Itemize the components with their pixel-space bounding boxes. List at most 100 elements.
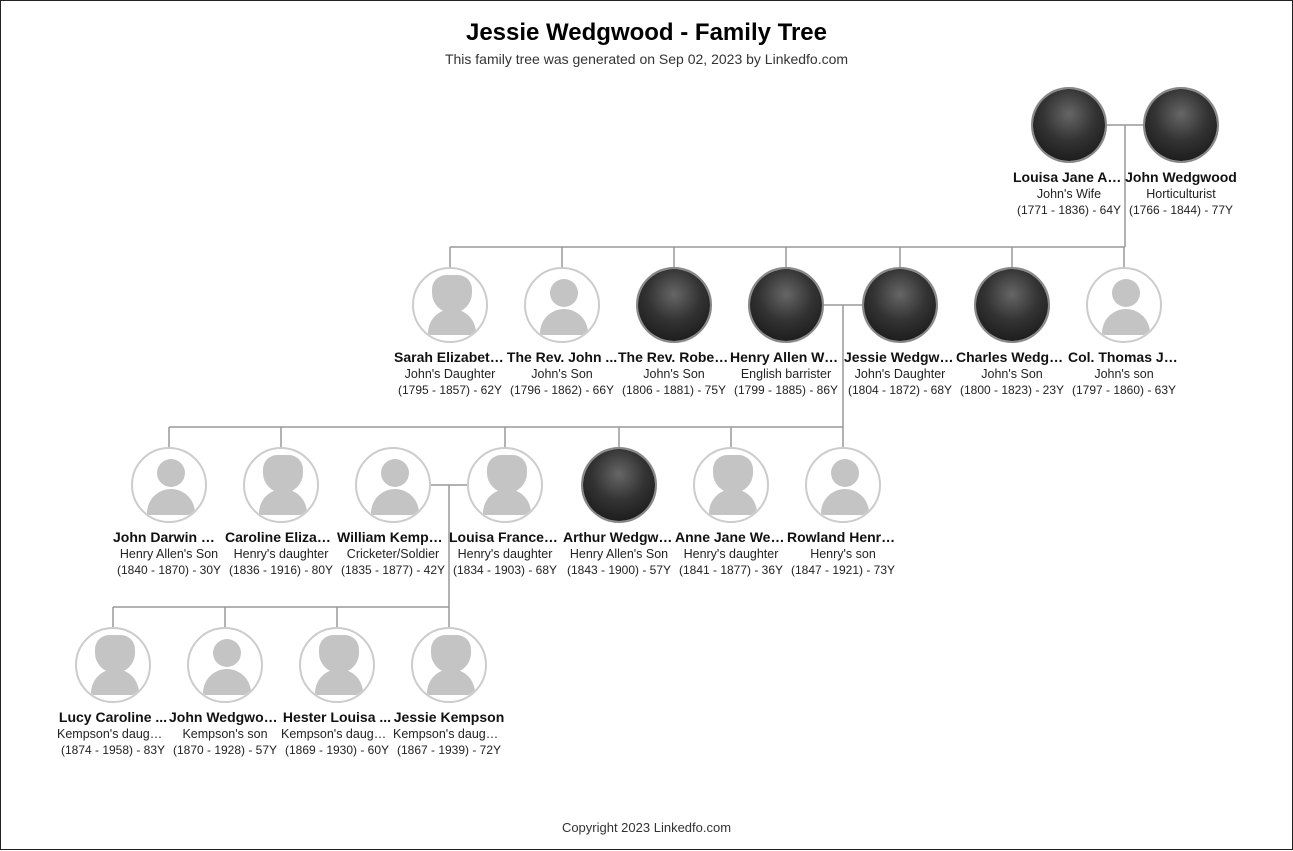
person-sarah_elizabeth[interactable]: Sarah Elizabeth ...John's Daughter(1795 … bbox=[394, 267, 506, 397]
person-years: (1806 - 1881) - 75Y bbox=[618, 383, 730, 397]
portrait-photo bbox=[974, 267, 1050, 343]
avatar-silhouette-icon bbox=[411, 627, 487, 703]
person-years: (1841 - 1877) - 36Y bbox=[675, 563, 787, 577]
person-role: John's Son bbox=[618, 367, 730, 381]
person-role: Henry Allen's Son bbox=[113, 547, 225, 561]
person-lucy_caroline[interactable]: Lucy Caroline ... Kempson's daughter (1874… bbox=[57, 627, 169, 757]
person-years: (1840 - 1870) - 30Y bbox=[113, 563, 225, 577]
person-name: Lucy Caroline ... bbox=[57, 709, 169, 725]
person-years: (1797 - 1860) - 63Y bbox=[1068, 383, 1180, 397]
person-role: John's Son bbox=[506, 367, 618, 381]
avatar-silhouette-icon bbox=[805, 447, 881, 523]
person-role: English barrister bbox=[730, 367, 842, 381]
person-col_thomas[interactable]: Col. Thomas Jo ... John's son (1797 - 1860… bbox=[1068, 267, 1180, 397]
person-role: Kempson's daughter bbox=[281, 727, 393, 741]
person-role: John's Son bbox=[956, 367, 1068, 381]
person-name: Jessie Kempson bbox=[393, 709, 505, 725]
person-jessie_wedgwood[interactable]: Jessie Wedgwood John's Daughter (1804 - 18… bbox=[844, 267, 956, 397]
person-role: Henry's daughter bbox=[449, 547, 561, 561]
family-tree-page: Jessie Wedgwood - Family Tree This famil… bbox=[0, 0, 1293, 850]
person-henry_allen[interactable]: Henry Allen We ... English barrister (1799… bbox=[730, 267, 842, 397]
person-hester_louisa[interactable]: Hester Louisa ... Kempson's daughter (1869… bbox=[281, 627, 393, 757]
person-rev_robert[interactable]: The Rev. Rober ... John's Son (1806 - 1881… bbox=[618, 267, 730, 397]
person-caroline_elizab[interactable]: Caroline Elizab ... Henry's daughter (1836… bbox=[225, 447, 337, 577]
person-years: (1795 - 1857) - 62Y bbox=[394, 383, 506, 397]
person-rowland_henry[interactable]: Rowland Henry ... Henry's son (1847 - 1921… bbox=[787, 447, 899, 577]
person-name: Arthur Wedgwood bbox=[563, 529, 675, 545]
person-role: Kempson's son bbox=[169, 727, 281, 741]
person-years: (1867 - 1939) - 72Y bbox=[393, 743, 505, 757]
person-role: John's Daughter bbox=[394, 367, 506, 381]
portrait-photo bbox=[862, 267, 938, 343]
person-john_wedgwoo[interactable]: John Wedgwoo ... Kempson's son (1870 - 192… bbox=[169, 627, 281, 757]
person-name: Anne Jane Wed ... bbox=[675, 529, 787, 545]
avatar-silhouette-icon bbox=[187, 627, 263, 703]
avatar-silhouette-icon bbox=[1086, 267, 1162, 343]
person-name: Louisa Jane Allen bbox=[1013, 169, 1125, 185]
person-years: (1835 - 1877) - 42Y bbox=[337, 563, 449, 577]
person-years: (1847 - 1921) - 73Y bbox=[787, 563, 899, 577]
person-years: (1799 - 1885) - 86Y bbox=[730, 383, 842, 397]
avatar-silhouette-icon bbox=[243, 447, 319, 523]
portrait-photo bbox=[1031, 87, 1107, 163]
person-name: Caroline Elizab ... bbox=[225, 529, 337, 545]
person-charles_wedgwood[interactable]: Charles Wedgwood John's Son (1800 - 1823) … bbox=[956, 267, 1068, 397]
person-role: John's Daughter bbox=[844, 367, 956, 381]
avatar-silhouette-icon bbox=[131, 447, 207, 523]
avatar-silhouette-icon bbox=[412, 267, 488, 343]
person-arthur_wedgwood[interactable]: Arthur Wedgwood Henry Allen's Son (1843 - … bbox=[563, 447, 675, 577]
page-title: Jessie Wedgwood - Family Tree bbox=[1, 19, 1292, 47]
person-name: The Rev. Rober ... bbox=[618, 349, 730, 365]
avatar-silhouette-icon bbox=[75, 627, 151, 703]
person-name: John Wedgwoo ... bbox=[169, 709, 281, 725]
avatar-silhouette-icon bbox=[467, 447, 543, 523]
person-name: John Wedgwood bbox=[1125, 169, 1237, 185]
avatar-silhouette-icon bbox=[355, 447, 431, 523]
person-name: John Darwin W ... bbox=[113, 529, 225, 545]
copyright: Copyright 2023 Linkedfo.com bbox=[1, 820, 1292, 835]
person-name: Hester Louisa ... bbox=[281, 709, 393, 725]
person-name: Henry Allen We ... bbox=[730, 349, 842, 365]
person-years: (1843 - 1900) - 57Y bbox=[563, 563, 675, 577]
person-name: The Rev. John ... bbox=[506, 349, 618, 365]
person-louisa_frances[interactable]: Louisa Frances ... Henry's daughter (1834 … bbox=[449, 447, 561, 577]
person-years: (1804 - 1872) - 68Y bbox=[844, 383, 956, 397]
avatar-silhouette-icon bbox=[524, 267, 600, 343]
person-john_wedgwood[interactable]: John WedgwoodHorticulturist(1766 - 1844)… bbox=[1125, 87, 1237, 217]
person-years: (1869 - 1930) - 60Y bbox=[281, 743, 393, 757]
portrait-photo bbox=[636, 267, 712, 343]
person-john_darwin[interactable]: John Darwin W ... Henry Allen's Son (1840 … bbox=[113, 447, 225, 577]
person-years: (1771 - 1836) - 64Y bbox=[1013, 203, 1125, 217]
person-years: (1836 - 1916) - 80Y bbox=[225, 563, 337, 577]
person-years: (1834 - 1903) - 68Y bbox=[449, 563, 561, 577]
person-role: Henry's daughter bbox=[675, 547, 787, 561]
person-role: John's Wife bbox=[1013, 187, 1125, 201]
portrait-photo bbox=[581, 447, 657, 523]
person-william_kempson[interactable]: William KempsonCricketer/Soldier(1835 - … bbox=[337, 447, 449, 577]
person-role: Henry Allen's Son bbox=[563, 547, 675, 561]
person-role: John's son bbox=[1068, 367, 1180, 381]
person-rev_john[interactable]: The Rev. John ... John's Son (1796 - 1862)… bbox=[506, 267, 618, 397]
person-role: Cricketer/Soldier bbox=[337, 547, 449, 561]
avatar-silhouette-icon bbox=[299, 627, 375, 703]
person-name: Col. Thomas Jo ... bbox=[1068, 349, 1180, 365]
person-name: Charles Wedgwood bbox=[956, 349, 1068, 365]
person-years: (1870 - 1928) - 57Y bbox=[169, 743, 281, 757]
person-years: (1766 - 1844) - 77Y bbox=[1125, 203, 1237, 217]
avatar-silhouette-icon bbox=[693, 447, 769, 523]
person-years: (1800 - 1823) - 23Y bbox=[956, 383, 1068, 397]
person-role: Kempson's daughter bbox=[57, 727, 169, 741]
person-role: Henry's daughter bbox=[225, 547, 337, 561]
portrait-photo bbox=[748, 267, 824, 343]
person-role: Henry's son bbox=[787, 547, 899, 561]
person-name: Rowland Henry ... bbox=[787, 529, 899, 545]
person-name: Louisa Frances ... bbox=[449, 529, 561, 545]
person-role: Kempson's daughter bbox=[393, 727, 505, 741]
person-years: (1796 - 1862) - 66Y bbox=[506, 383, 618, 397]
person-louisa_jane_allen[interactable]: Louisa Jane Allen John's Wife (1771 - 1836… bbox=[1013, 87, 1125, 217]
person-years: (1874 - 1958) - 83Y bbox=[57, 743, 169, 757]
portrait-photo bbox=[1143, 87, 1219, 163]
person-jessie_kempson[interactable]: Jessie Kempson Kempson's daughter (1867 - … bbox=[393, 627, 505, 757]
person-name: Jessie Wedgwood bbox=[844, 349, 956, 365]
person-anne_jane[interactable]: Anne Jane Wed ... Henry's daughter (1841 -… bbox=[675, 447, 787, 577]
